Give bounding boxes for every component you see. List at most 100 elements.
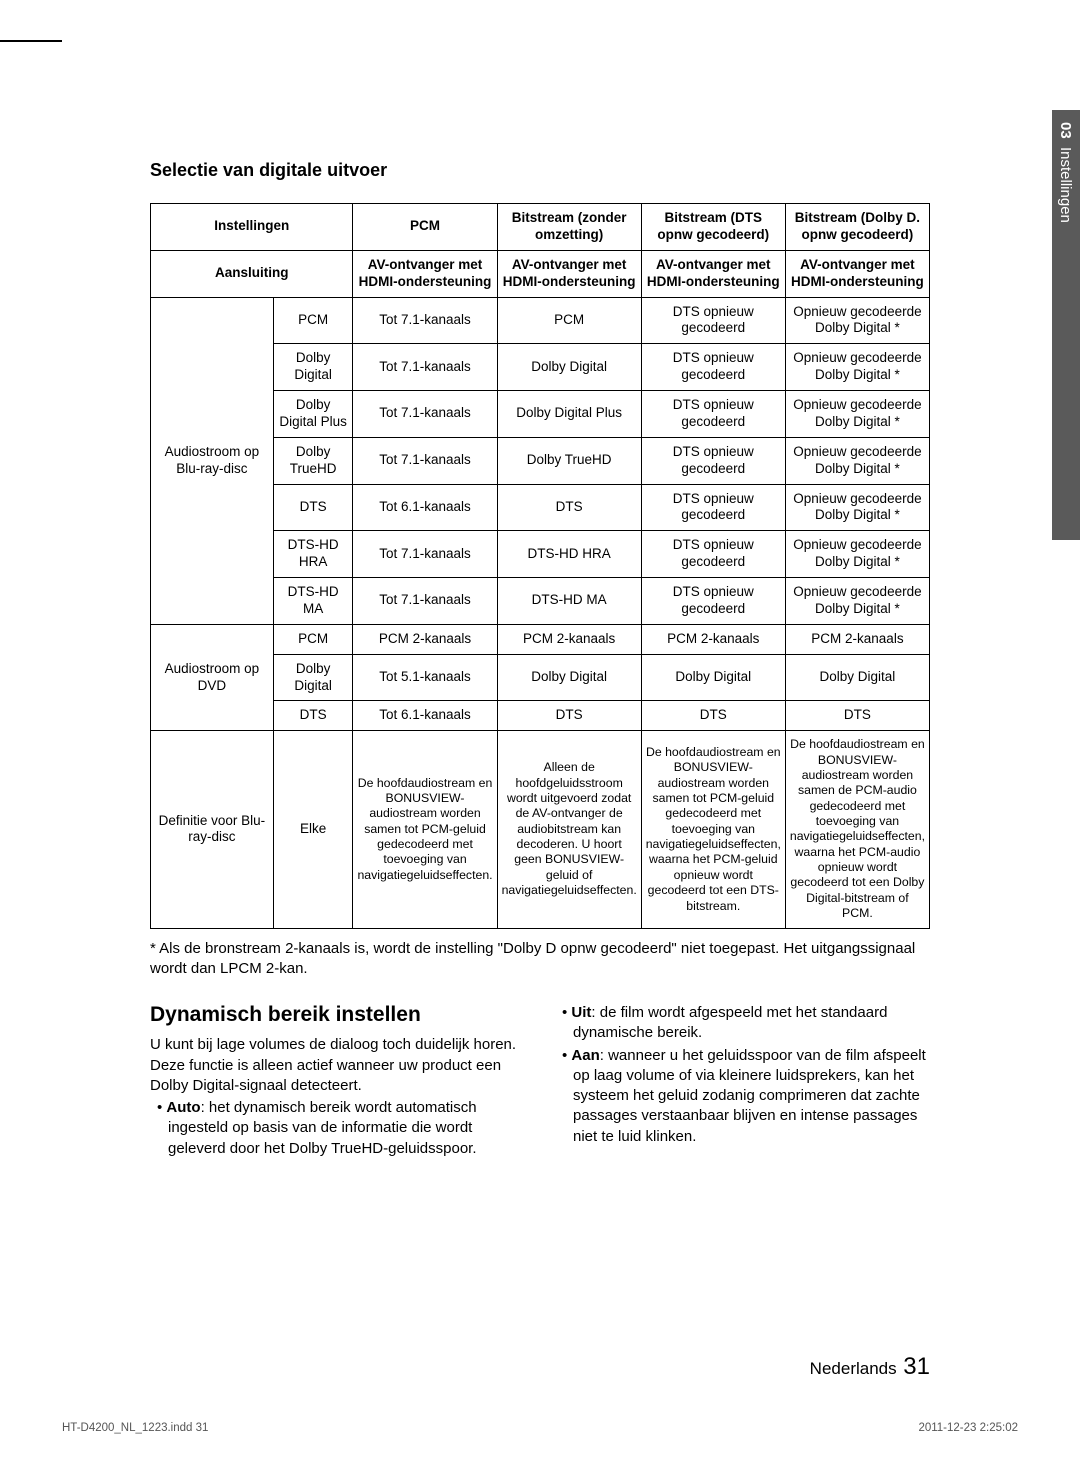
th-av-4: AV-ontvanger met HDMI-ondersteuning [785, 250, 929, 297]
print-filename: HT-D4200_NL_1223.indd 31 [62, 1422, 208, 1434]
table-cell: Opnieuw gecodeerde Dolby Digital * [785, 391, 929, 438]
table-cell: Opnieuw gecodeerde Dolby Digital * [785, 531, 929, 578]
table-cell: DTS opnieuw gecodeerd [641, 484, 785, 531]
section-heading: Selectie van digitale uitvoer [150, 160, 930, 181]
def-pcm: De hoofdaudiostream en BONUSVIEW-audiost… [353, 731, 497, 928]
table-cell: DTS opnieuw gecodeerd [641, 437, 785, 484]
table-cell: Dolby Digital [273, 654, 353, 701]
table-cell: DTS opnieuw gecodeerd [641, 391, 785, 438]
def-dts: De hoofdaudiostream en BONUSVIEW-audiost… [641, 731, 785, 928]
column-right: Uit: de film wordt afgespeeld met het st… [555, 1001, 930, 1159]
table-cell: Tot 6.1-kanaals [353, 701, 497, 731]
table-cell: DTS [497, 484, 641, 531]
th-bs-dts: Bitstream (DTS opnw gecodeerd) [641, 204, 785, 251]
table-cell: DTS-HD HRA [497, 531, 641, 578]
crop-mark [0, 40, 62, 42]
table-cell: Opnieuw gecodeerde Dolby Digital * [785, 437, 929, 484]
table-cell: Dolby Digital [641, 654, 785, 701]
table-cell: Tot 7.1-kanaals [353, 344, 497, 391]
th-av-3: AV-ontvanger met HDMI-ondersteuning [641, 250, 785, 297]
uit-label: Uit [571, 1004, 591, 1021]
def-fmt: Elke [273, 731, 353, 928]
chapter-label: Instellingen [1057, 147, 1074, 223]
table-cell: DTS [497, 701, 641, 731]
table-cell: Tot 5.1-kanaals [353, 654, 497, 701]
side-tab: 03 Instellingen [1052, 110, 1080, 540]
th-av-2: AV-ontvanger met HDMI-ondersteuning [497, 250, 641, 297]
table-cell: Dolby Digital Plus [497, 391, 641, 438]
def-dolby: De hoofdaudiostream en BONUSVIEW-audiost… [785, 731, 929, 928]
table-cell: Tot 7.1-kanaals [353, 391, 497, 438]
table-cell: PCM 2-kanaals [785, 624, 929, 654]
table-row: Audiostroom op DVDPCMPCM 2-kanaalsPCM 2-… [151, 624, 930, 654]
table-cell: Dolby Digital Plus [273, 391, 353, 438]
table-cell: DTS opnieuw gecodeerd [641, 344, 785, 391]
th-pcm: PCM [353, 204, 497, 251]
table-cell: Dolby Digital [497, 344, 641, 391]
dynamic-range-intro: U kunt bij lage volumes de dialoog toch … [150, 1035, 525, 1096]
dynamic-range-heading: Dynamisch bereik instellen [150, 1001, 525, 1029]
table-cell: Tot 7.1-kanaals [353, 437, 497, 484]
table-cell: PCM [273, 297, 353, 344]
column-left: Dynamisch bereik instellen U kunt bij la… [150, 1001, 525, 1159]
table-cell: DTS opnieuw gecodeerd [641, 578, 785, 625]
table-cell: Opnieuw gecodeerde Dolby Digital * [785, 484, 929, 531]
table-cell: PCM 2-kanaals [353, 624, 497, 654]
table-header-row-2: Aansluiting AV-ontvanger met HDMI-onders… [151, 250, 930, 297]
table-cell: PCM 2-kanaals [497, 624, 641, 654]
table-cell: PCM [273, 624, 353, 654]
print-datetime: 2011-12-23 2:25:02 [918, 1422, 1018, 1434]
definition-row: Definitie voor Blu-ray-disc Elke De hoof… [151, 731, 930, 928]
auto-label: Auto [166, 1099, 200, 1116]
th-settings: Instellingen [151, 204, 353, 251]
table-cell: Opnieuw gecodeerde Dolby Digital * [785, 344, 929, 391]
th-bs-dolby: Bitstream (Dolby D. opnw gecodeerd) [785, 204, 929, 251]
uit-text: : de film wordt afgespeeld met het stand… [573, 1004, 887, 1041]
table-cell: DTS [273, 701, 353, 731]
th-aansluiting: Aansluiting [151, 250, 353, 297]
table-cell: DTS-HD HRA [273, 531, 353, 578]
table-header-row-1: Instellingen PCM Bitstream (zonder omzet… [151, 204, 930, 251]
table-cell: Dolby Digital [273, 344, 353, 391]
table-cell: DTS [273, 484, 353, 531]
group-dvd: Audiostroom op DVD [151, 624, 274, 731]
table-cell: PCM 2-kanaals [641, 624, 785, 654]
print-meta: HT-D4200_NL_1223.indd 31 2011-12-23 2:25… [62, 1422, 1018, 1434]
table-cell: Dolby Digital [785, 654, 929, 701]
footer-page-number: 31 [903, 1353, 930, 1380]
content-columns: Dynamisch bereik instellen U kunt bij la… [150, 1001, 930, 1159]
group-definitie: Definitie voor Blu-ray-disc [151, 731, 274, 928]
bullet-uit: Uit: de film wordt afgespeeld met het st… [555, 1003, 930, 1044]
table-cell: Tot 7.1-kanaals [353, 297, 497, 344]
chapter-number: 03 [1057, 122, 1074, 139]
table-cell: Opnieuw gecodeerde Dolby Digital * [785, 578, 929, 625]
table-cell: DTS [785, 701, 929, 731]
table-cell: Tot 7.1-kanaals [353, 531, 497, 578]
bullet-aan: Aan: wanneer u het geluidsspoor van de f… [555, 1046, 930, 1147]
footnote: * Als de bronstream 2-kanaals is, wordt … [150, 939, 930, 980]
table-cell: Dolby TrueHD [497, 437, 641, 484]
auto-text: : het dynamisch bereik wordt automatisch… [168, 1099, 477, 1157]
table-cell: Opnieuw gecodeerde Dolby Digital * [785, 297, 929, 344]
table-cell: Tot 7.1-kanaals [353, 578, 497, 625]
page: 03 Instellingen Selectie van digitale ui… [0, 0, 1080, 1479]
table-cell: DTS [641, 701, 785, 731]
table-row: Audiostroom op Blu-ray-discPCMTot 7.1-ka… [151, 297, 930, 344]
th-bs-zonder: Bitstream (zonder omzetting) [497, 204, 641, 251]
bullet-auto: Auto: het dynamisch bereik wordt automat… [150, 1098, 525, 1159]
table-cell: Dolby Digital [497, 654, 641, 701]
table-cell: DTS-HD MA [497, 578, 641, 625]
page-footer: Nederlands 31 [810, 1353, 930, 1381]
table-cell: DTS opnieuw gecodeerd [641, 297, 785, 344]
table-cell: PCM [497, 297, 641, 344]
table-cell: DTS-HD MA [273, 578, 353, 625]
table-cell: DTS opnieuw gecodeerd [641, 531, 785, 578]
table-cell: Dolby TrueHD [273, 437, 353, 484]
aan-label: Aan [571, 1047, 599, 1064]
table-cell: Tot 6.1-kanaals [353, 484, 497, 531]
th-av-1: AV-ontvanger met HDMI-ondersteuning [353, 250, 497, 297]
digital-output-table: Instellingen PCM Bitstream (zonder omzet… [150, 203, 930, 929]
footer-lang: Nederlands [810, 1359, 897, 1378]
group-bluray: Audiostroom op Blu-ray-disc [151, 297, 274, 624]
def-zonder: Alleen de hoofdgeluidsstroom wordt uitge… [497, 731, 641, 928]
